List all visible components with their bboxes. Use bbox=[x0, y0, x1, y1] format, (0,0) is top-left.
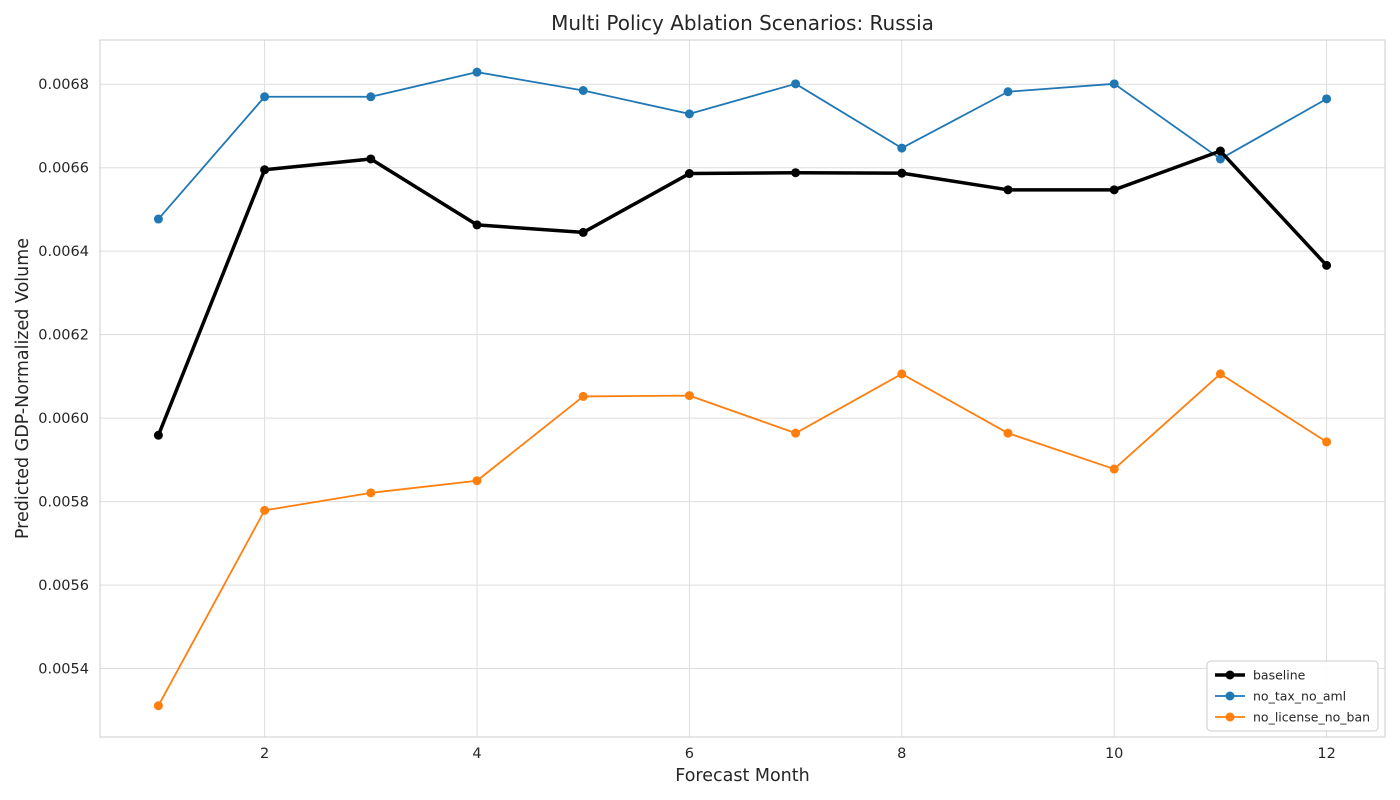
legend: baseline no_tax_no_aml no_license_no_ban bbox=[1206, 660, 1379, 732]
data-point-no_tax_no_aml bbox=[791, 79, 801, 89]
data-point-baseline bbox=[791, 168, 801, 178]
y-tick-label: 0.0064 bbox=[38, 244, 89, 260]
y-tick-label: 0.0062 bbox=[38, 328, 89, 344]
data-point-no_license_no_ban bbox=[791, 428, 801, 438]
series-no_license_no_ban bbox=[153, 369, 1332, 711]
data-point-no_license_no_ban bbox=[260, 505, 270, 515]
data-point-no_license_no_ban bbox=[578, 391, 588, 401]
data-point-no_license_no_ban bbox=[153, 701, 163, 711]
y-axis-label: Predicted GDP-Normalized Volume bbox=[13, 238, 33, 539]
data-point-baseline bbox=[578, 227, 588, 237]
data-point-no_license_no_ban bbox=[684, 391, 694, 401]
x-tick-label: 12 bbox=[1317, 746, 1335, 762]
data-point-baseline bbox=[472, 220, 482, 230]
series-baseline bbox=[153, 146, 1332, 440]
data-point-no_license_no_ban bbox=[897, 369, 907, 379]
x-axis-label: Forecast Month bbox=[675, 766, 809, 786]
legend-entry-label: no_license_no_ban bbox=[1253, 710, 1370, 725]
series-layer bbox=[153, 67, 1332, 711]
data-point-no_tax_no_aml bbox=[472, 67, 482, 77]
series-no_tax_no_aml bbox=[153, 67, 1332, 224]
data-point-no_tax_no_aml bbox=[897, 143, 907, 153]
chart-title: Multi Policy Ablation Scenarios: Russia bbox=[551, 11, 934, 35]
x-tick-label: 6 bbox=[685, 746, 694, 762]
data-point-baseline bbox=[1322, 260, 1332, 270]
y-tick-label: 0.0066 bbox=[38, 161, 89, 177]
data-point-baseline bbox=[260, 165, 270, 175]
data-point-baseline bbox=[366, 154, 376, 164]
x-tick-label: 4 bbox=[472, 746, 481, 762]
data-point-no_tax_no_aml bbox=[578, 86, 588, 96]
x-tick-label: 8 bbox=[897, 746, 906, 762]
y-tick-label: 0.0054 bbox=[38, 662, 89, 678]
y-tick-label: 0.0058 bbox=[38, 495, 89, 511]
data-point-no_license_no_ban bbox=[366, 488, 376, 498]
plot-area bbox=[99, 39, 1386, 738]
legend-swatch-marker bbox=[1225, 712, 1235, 722]
x-tick-label: 10 bbox=[1105, 746, 1123, 762]
data-point-baseline bbox=[897, 168, 907, 178]
legend-swatch-marker bbox=[1225, 691, 1235, 701]
data-point-no_tax_no_aml bbox=[260, 92, 270, 102]
legend-swatch-marker bbox=[1225, 670, 1235, 680]
y-tick-label: 0.0068 bbox=[38, 77, 89, 93]
data-point-no_license_no_ban bbox=[1322, 437, 1332, 447]
data-point-no_tax_no_aml bbox=[1003, 87, 1013, 97]
data-point-no_license_no_ban bbox=[1215, 369, 1225, 379]
data-point-no_tax_no_aml bbox=[684, 109, 694, 119]
series-line-no_tax_no_aml bbox=[157, 71, 1328, 220]
data-point-baseline bbox=[684, 169, 694, 179]
data-point-baseline bbox=[1109, 185, 1119, 195]
data-point-no_tax_no_aml bbox=[1322, 94, 1332, 104]
data-point-baseline bbox=[1215, 146, 1225, 156]
data-point-no_tax_no_aml bbox=[153, 214, 163, 224]
data-point-baseline bbox=[153, 430, 163, 440]
x-tick-label: 2 bbox=[260, 746, 269, 762]
data-point-no_tax_no_aml bbox=[1215, 154, 1225, 164]
y-tick-label: 0.0056 bbox=[38, 578, 89, 594]
series-line-baseline bbox=[156, 149, 1328, 436]
series-line-no_license_no_ban bbox=[157, 372, 1328, 707]
data-point-baseline bbox=[1003, 185, 1013, 195]
legend-entry-label: no_tax_no_aml bbox=[1253, 689, 1346, 704]
data-point-no_tax_no_aml bbox=[366, 92, 376, 102]
tick-labels: 2 4 6 8 10 12 0.0054 0.0056 0.0058 0.0060 0.0062 0.… bbox=[38, 77, 1336, 762]
data-point-no_tax_no_aml bbox=[1109, 79, 1119, 89]
y-tick-label: 0.0060 bbox=[38, 411, 89, 427]
data-point-no_license_no_ban bbox=[1003, 428, 1013, 438]
data-point-no_license_no_ban bbox=[472, 476, 482, 486]
data-point-no_license_no_ban bbox=[1109, 464, 1119, 474]
legend-box bbox=[1206, 660, 1379, 732]
legend-entry-label: baseline bbox=[1253, 668, 1306, 683]
